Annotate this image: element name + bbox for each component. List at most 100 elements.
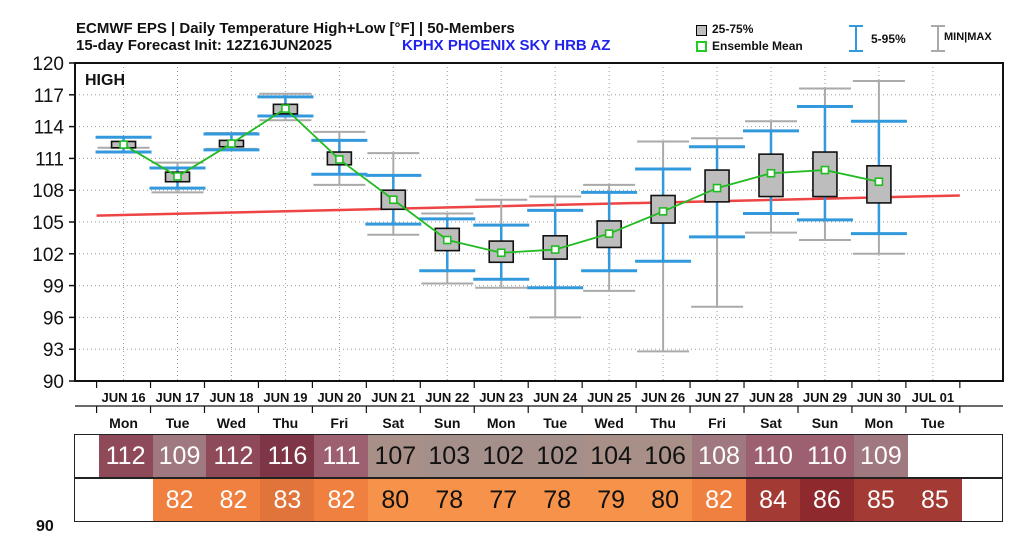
y-tick-label: 117 [34,86,64,107]
date-label: JUN 25 [587,390,631,405]
ensemble-mean-marker [820,165,830,175]
weekday-label: Sat [382,415,404,431]
normal-temperature-line [96,194,960,217]
low-temp-cell: 85 [853,479,908,521]
date-label: JUN 21 [371,390,415,405]
date-label: JUN 28 [749,390,793,405]
y-tick-label: 102 [32,245,64,266]
weekday-label: Mon [487,415,516,431]
ensemble-mean-marker [604,229,614,238]
y-tick-label: 120 [32,54,64,75]
low-temp-cell: 82 [206,479,261,521]
y-tick-label: 90 [43,372,64,393]
high-temp-cell: 103 [422,435,477,477]
weekday-label: Thu [273,415,299,431]
ensemble-mean-marker [712,183,722,193]
date-label: JUN 19 [263,390,307,405]
low-temp-cell: 83 [260,479,315,521]
date-label: JUN 26 [641,390,685,405]
weekday-label: Sun [434,415,460,431]
low-temp-cell: 85 [907,479,962,521]
y-tick-label: 114 [34,118,65,139]
date-label: JUN 16 [102,390,146,405]
y-tick-label: 111 [35,149,64,170]
low-temp-cell: 82 [692,479,747,521]
y-tick-label: 93 [43,340,64,361]
ensemble-mean-marker [389,195,398,205]
weekday-label: Wed [594,415,623,431]
weekday-label: Fri [708,415,726,431]
high-temp-cell: 104 [584,435,639,477]
legend-whisker-label: 5-95% [871,32,906,46]
legend-whisker-swatch [849,25,863,52]
high-temp-cell: 102 [476,435,531,477]
legend-minmax-swatch [931,25,945,52]
weekday-label: Sun [812,415,838,431]
station-label: KPHX PHOENIX SKY HRB AZ [402,37,611,54]
legend-box-swatch [696,25,707,36]
ensemble-mean-marker [335,155,344,164]
chart-header: ECMWF EPS | Daily Temperature High+Low [… [0,0,1014,62]
weekday-label: Mon [109,415,138,431]
plot-frame [74,62,1004,382]
high-temp-cell: 111 [314,435,369,477]
date-label: JUN 27 [695,390,739,405]
legend-minmax-label: MIN|MAX [944,31,992,43]
y-tick-label: 105 [32,213,64,234]
ensemble-mean-marker [119,140,128,149]
ensemble-mean-marker [442,235,452,245]
low-temp-cell: 78 [530,479,585,521]
y-tick-label: 96 [43,308,64,329]
legend-mean-swatch [696,41,707,52]
ensemble-mean-marker [281,104,290,113]
high-temp-cell: 116 [260,435,315,477]
low-temperature-row: 82 82 83 82 80 78 77 78 79 80 82 84 86 85 85 [74,478,1003,522]
date-label: JUN 30 [857,390,901,405]
chart-subtitle: 15-day Forecast Init: 12Z16JUN2025 [76,37,332,54]
high-temp-cell: 112 [98,435,153,477]
weekday-label: Tue [166,415,190,431]
low-temp-cell: 80 [368,479,423,521]
low-temp-cell: 82 [314,479,369,521]
high-temp-cell: 107 [368,435,423,477]
ensemble-mean-marker [766,168,776,178]
high-temp-cell: 108 [692,435,747,477]
ensemble-mean-marker [550,245,560,254]
legend-box-label: 25-75% [712,22,754,36]
weekday-label: Thu [650,415,676,431]
low-temp-cell: 86 [799,479,854,521]
low-temp-cell: 80 [638,479,693,521]
date-label: JUL 01 [912,390,954,405]
low-temp-cell: 84 [746,479,800,521]
high-temperature-row: 112 109 112 116 111 107 103 102 102 104 106 108 110 1… [74,434,1003,478]
low-temp-cell: 78 [422,479,477,521]
low-temp-cell: 79 [584,479,639,521]
high-temp-cell: 110 [746,435,800,477]
date-label: JUN 23 [479,390,523,405]
date-label: JUN 29 [803,390,847,405]
low-temp-cell: 77 [476,479,531,521]
high-temp-cell: 110 [799,435,854,477]
ensemble-mean-marker [874,177,884,187]
ensemble-mean-marker [658,207,668,216]
date-label: JUN 17 [155,390,199,405]
high-temp-cell: 106 [638,435,693,477]
ensemble-mean-marker [227,139,236,148]
high-temp-cell: 112 [206,435,261,477]
boxplot-chart: 90 93 96 99 102 105 108 111 114 117 120 HIGH JUN 16 M… [32,54,1004,431]
weekday-label: Tue [921,415,945,431]
bottom-cutoff-label: 90 [36,518,54,535]
y-tick-label: 108 [32,181,64,202]
date-label: JUN 24 [533,390,578,405]
chart-title: ECMWF EPS | Daily Temperature High+Low [… [76,20,515,37]
high-temp-cell: 109 [853,435,908,477]
legend-mean-label: Ensemble Mean [712,39,803,53]
ensemble-mean-marker [173,172,182,181]
low-temp-cell: 82 [152,479,207,521]
weekday-label: Tue [543,415,567,431]
high-temp-cell: 109 [152,435,207,477]
weekday-label: Sat [760,415,782,431]
panel-label: HIGH [85,72,125,89]
date-label: JUN 20 [317,390,361,405]
weekday-label: Wed [217,415,246,431]
